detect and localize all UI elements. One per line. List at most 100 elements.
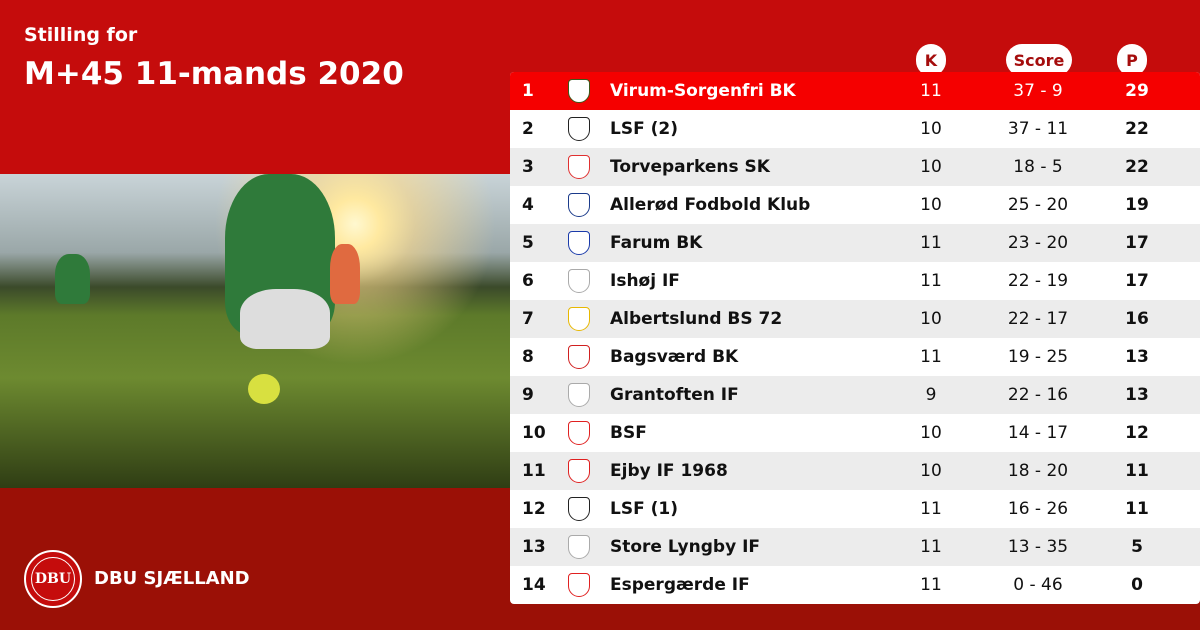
table-row[interactable]: 7 Albertslund BS 72 10 22 - 17 16 [510, 300, 1200, 338]
player-figure [240, 289, 330, 349]
team-crest-icon [568, 573, 590, 597]
goal-score: 22 - 16 [1007, 385, 1069, 405]
rank: 10 [522, 423, 546, 443]
table-row[interactable]: 5 Farum BK 11 23 - 20 17 [510, 224, 1200, 262]
matches-played: 11 [920, 81, 942, 101]
team-name: Bagsværd BK [610, 347, 739, 367]
points: 11 [1125, 461, 1149, 481]
matches-played: 10 [920, 309, 942, 329]
points: 29 [1125, 81, 1149, 101]
team-name: Grantoften IF [610, 385, 739, 405]
rank: 12 [522, 499, 546, 519]
table-row[interactable]: 12 LSF (1) 11 16 - 26 11 [510, 490, 1200, 528]
rank: 8 [522, 347, 534, 367]
points: 5 [1131, 537, 1143, 557]
dbu-logo-text: DBU [31, 557, 75, 601]
goal-score: 0 - 46 [1013, 575, 1063, 595]
rank: 1 [522, 81, 534, 101]
matches-played: 10 [920, 119, 942, 139]
matches-played: 11 [920, 575, 942, 595]
matches-played: 9 [925, 385, 937, 405]
goal-score: 19 - 25 [1007, 347, 1069, 367]
points: 22 [1125, 119, 1149, 139]
page-title: M+45 11-mands 2020 [24, 56, 404, 92]
team-name: Allerød Fodbold Klub [610, 195, 811, 215]
team-crest-icon [568, 193, 590, 217]
player-figure [330, 244, 360, 304]
table-row[interactable]: 9 Grantoften IF 9 22 - 16 13 [510, 376, 1200, 414]
team-crest-icon [568, 231, 590, 255]
points: 19 [1125, 195, 1149, 215]
table-row[interactable]: 2 LSF (2) 10 37 - 11 22 [510, 110, 1200, 148]
points: 12 [1125, 423, 1149, 443]
team-name: Farum BK [610, 233, 703, 253]
team-crest-icon [568, 307, 590, 331]
team-name: LSF (1) [610, 499, 678, 519]
team-name: Albertslund BS 72 [610, 309, 783, 329]
table-row[interactable]: 11 Ejby IF 1968 10 18 - 20 11 [510, 452, 1200, 490]
standings-table: 1 Virum-Sorgenfri BK 11 37 - 9 29 2 LSF (… [510, 72, 1200, 604]
team-crest-icon [568, 459, 590, 483]
rank: 6 [522, 271, 534, 291]
table-row[interactable]: 8 Bagsværd BK 11 19 - 25 13 [510, 338, 1200, 376]
table-row[interactable]: 3 Torveparkens SK 10 18 - 5 22 [510, 148, 1200, 186]
table-row[interactable]: 10 BSF 10 14 - 17 12 [510, 414, 1200, 452]
rank: 4 [522, 195, 534, 215]
team-name: Torveparkens SK [610, 157, 770, 177]
points: 22 [1125, 157, 1149, 177]
points: 13 [1125, 385, 1149, 405]
table-row[interactable]: 6 Ishøj IF 11 22 - 19 17 [510, 262, 1200, 300]
team-crest-icon [568, 155, 590, 179]
points: 13 [1125, 347, 1149, 367]
goal-score: 23 - 20 [1007, 233, 1069, 253]
goal-score: 25 - 20 [1007, 195, 1069, 215]
points: 17 [1125, 233, 1149, 253]
rank: 2 [522, 119, 534, 139]
table-row[interactable]: 13 Store Lyngby IF 11 13 - 35 5 [510, 528, 1200, 566]
goal-score: 13 - 35 [1007, 537, 1069, 557]
dbu-logo: DBU [24, 550, 82, 608]
brand-name: DBU SJÆLLAND [94, 568, 250, 589]
goal-score: 18 - 5 [1013, 157, 1063, 177]
matches-played: 10 [920, 157, 942, 177]
rank: 7 [522, 309, 534, 329]
table-row[interactable]: 1 Virum-Sorgenfri BK 11 37 - 9 29 [510, 72, 1200, 110]
goal-score: 22 - 19 [1007, 271, 1069, 291]
team-crest-icon [568, 117, 590, 141]
subtitle: Stilling for [24, 24, 138, 46]
matches-played: 11 [920, 271, 942, 291]
team-crest-icon [568, 497, 590, 521]
matches-played: 10 [920, 195, 942, 215]
matches-played: 11 [920, 347, 942, 367]
team-crest-icon [568, 79, 590, 103]
team-crest-icon [568, 269, 590, 293]
matches-played: 11 [920, 233, 942, 253]
table-row[interactable]: 14 Espergærde IF 11 0 - 46 0 [510, 566, 1200, 604]
rank: 3 [522, 157, 534, 177]
points: 16 [1125, 309, 1149, 329]
team-crest-icon [568, 535, 590, 559]
table-row[interactable]: 4 Allerød Fodbold Klub 10 25 - 20 19 [510, 186, 1200, 224]
team-crest-icon [568, 421, 590, 445]
column-header-k: K [916, 44, 946, 76]
team-name: BSF [610, 423, 647, 443]
rank: 11 [522, 461, 546, 481]
team-name: Ishøj IF [610, 271, 680, 291]
football-photo [0, 174, 510, 488]
rank: 5 [522, 233, 534, 253]
player-figure [55, 254, 90, 304]
team-name: Store Lyngby IF [610, 537, 761, 557]
goal-score: 37 - 9 [1013, 81, 1063, 101]
points: 11 [1125, 499, 1149, 519]
rank: 9 [522, 385, 534, 405]
team-name: Ejby IF 1968 [610, 461, 728, 481]
team-name: Espergærde IF [610, 575, 750, 595]
matches-played: 11 [920, 499, 942, 519]
column-header-p: P [1117, 44, 1147, 76]
points: 17 [1125, 271, 1149, 291]
team-crest-icon [568, 383, 590, 407]
column-header-score: Score [1006, 44, 1072, 76]
goal-score: 37 - 11 [1007, 119, 1069, 139]
goal-score: 18 - 20 [1007, 461, 1069, 481]
points: 0 [1131, 575, 1143, 595]
